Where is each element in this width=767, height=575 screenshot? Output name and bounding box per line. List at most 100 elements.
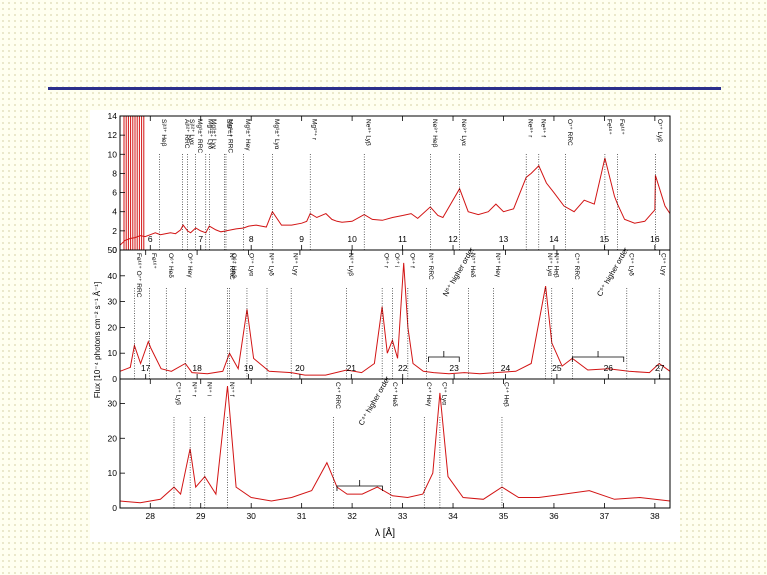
y-tick-label: 8 — [112, 168, 117, 178]
x-tick-label: 17 — [141, 363, 151, 373]
x-tick-label: 31 — [297, 511, 307, 521]
x-tick-label: 6 — [148, 234, 153, 244]
line-label: Ne⁹⁺ Lyβ — [365, 119, 372, 146]
x-tick-label: 30 — [246, 511, 256, 521]
x-tick-label: 32 — [347, 511, 357, 521]
x-tick-label: 24 — [501, 363, 511, 373]
x-tick-label: 36 — [549, 511, 559, 521]
x-tick-label: 11 — [398, 234, 407, 244]
higher-order-bracket — [428, 356, 460, 362]
line-label: N⁵⁺ Heδ — [469, 253, 476, 278]
line-label: Ne⁹⁺ Lyα — [460, 119, 467, 146]
line-label: N⁶⁺ Lyδ — [268, 253, 275, 276]
y-tick-label: 20 — [108, 433, 118, 443]
line-label: Ne⁸⁺ Heβ — [431, 119, 438, 148]
line-label: O⁷⁺ Lyβ — [656, 119, 663, 142]
panel-frame — [119, 378, 671, 509]
line-label: Fe¹⁶⁺ O⁷⁺ RRC — [135, 253, 142, 298]
line-label: Al¹²⁺ RRC — [183, 119, 190, 149]
x-tick-label: 25 — [552, 363, 562, 373]
line-label: C⁴⁺ Heβ — [502, 382, 509, 407]
y-tick-label: 10 — [108, 348, 118, 358]
x-tick-label: 34 — [448, 511, 458, 521]
line-label: C⁴⁺ Heδ — [391, 382, 398, 407]
line-label: N⁵⁺ f — [228, 382, 235, 397]
x-tick-label: 13 — [499, 234, 509, 244]
x-tick-label: 38 — [650, 511, 660, 521]
spectrum-line — [119, 157, 671, 246]
y-tick-label: 30 — [108, 297, 118, 307]
line-label: C⁵⁺ Lyβ — [174, 382, 181, 405]
y-tick-label: 12 — [108, 130, 118, 140]
line-label: C⁵⁺ Lyγ — [660, 253, 667, 276]
x-tick-label: 29 — [196, 511, 206, 521]
higher-order-bracket — [571, 356, 625, 362]
line-label: N⁵⁺ r — [191, 382, 198, 398]
y-tick-label: 0 — [112, 245, 117, 255]
x-axis-label: λ [Å] — [375, 526, 395, 539]
x-tick-label: 12 — [448, 234, 458, 244]
x-tick-label: 19 — [244, 363, 254, 373]
line-label: O⁷⁺ Lyα — [247, 253, 254, 276]
y-tick-label: 40 — [108, 271, 118, 281]
line-label: O⁶⁺ r — [383, 253, 390, 269]
line-label: N⁵⁺ Heβ — [552, 253, 559, 278]
line-label: O⁶⁺ Heδ — [167, 253, 174, 278]
line-label: O⁷⁺ RRC — [566, 119, 573, 146]
line-label: N⁵⁺ Heγ — [494, 253, 501, 278]
x-tick-label: 18 — [192, 363, 202, 373]
line-label: O⁶⁺ f — [408, 253, 415, 268]
line-label: Fe¹⁶⁺ — [150, 253, 157, 269]
x-tick-label: 35 — [499, 511, 509, 521]
line-label: Mg¹±⁺ Lyδ — [206, 119, 213, 150]
panel-2: Fe¹⁶⁺ O⁷⁺ RRC Fe¹⁶⁺ O⁶⁺ Heδ O⁶⁺ Heγ N⁶⁺ RRCO… — [108, 245, 671, 384]
line-label: Mg¹±⁺ Lyγ — [210, 119, 217, 150]
bracket-label: C⁵⁺ higher order — [595, 245, 631, 298]
x-tick-label: 28 — [146, 511, 156, 521]
line-label: N⁶⁺ Lyγ — [292, 253, 299, 276]
spectrum-line — [119, 262, 671, 376]
spectrum-chart: Flux [10⁻⁴ photons cm⁻² s⁻¹ Å⁻¹] λ [Å] S… — [93, 111, 671, 539]
x-tick-label: 15 — [600, 234, 610, 244]
line-label: Mg¹°⁺ r — [311, 119, 319, 141]
y-tick-label: 6 — [112, 188, 117, 198]
line-label: C⁵⁺ Lyδ — [627, 253, 634, 276]
x-tick-label: 23 — [449, 363, 459, 373]
line-label: C⁴⁺ RRC — [334, 382, 341, 409]
panel-3: C⁵⁺ Lyβ N⁵⁺ r N⁵⁺ i N⁵⁺ f C⁴⁺ RRC C⁴⁺ Heδ C⁴⁺ … — [108, 374, 671, 521]
line-label: O⁶⁺ Heβ — [230, 253, 237, 278]
line-label: Fe¹⁶⁺ — [618, 119, 625, 135]
x-tick-label: 33 — [398, 511, 408, 521]
panel-frame — [119, 249, 671, 380]
line-label: Mg¹±⁺ Lyα — [273, 119, 280, 150]
line-label: Mg¹±⁺ Heγ — [244, 119, 251, 151]
y-tick-label: 50 — [108, 245, 118, 255]
line-label: Ne⁸⁺ f — [539, 119, 546, 137]
line-label: Si¹²⁺ Lyα — [188, 119, 195, 145]
x-tick-label: 27 — [655, 363, 665, 373]
line-label: C⁴⁺ Heγ — [425, 382, 432, 407]
spectrum-line — [119, 385, 671, 504]
x-tick-label: 16 — [650, 234, 660, 244]
y-tick-label: 20 — [108, 322, 118, 332]
line-label: C⁵⁺ RRC — [573, 253, 580, 280]
y-tick-label: 14 — [108, 111, 118, 121]
y-tick-label: 30 — [108, 398, 118, 408]
x-tick-label: 26 — [604, 363, 614, 373]
x-tick-label: 10 — [347, 234, 357, 244]
y-tick-label: 0 — [112, 503, 117, 513]
title-rule — [48, 87, 721, 90]
line-label: O⁶⁺ i — [393, 253, 400, 267]
spectrum-figure: Flux [10⁻⁴ photons cm⁻² s⁻¹ Å⁻¹] λ [Å] S… — [90, 110, 680, 542]
line-label: N⁶⁺ Lyα — [546, 253, 553, 276]
bracket-label: C⁴⁺ higher order — [357, 374, 393, 427]
line-label: N⁶⁺ RRC — [228, 253, 235, 280]
y-tick-label: 4 — [112, 207, 117, 217]
x-tick-label: 8 — [249, 234, 254, 244]
line-label: Mg¹±⁺ RRC — [196, 119, 203, 153]
x-tick-label: 37 — [600, 511, 610, 521]
line-label: Si¹²⁺ f — [225, 119, 232, 136]
x-tick-label: 20 — [295, 363, 305, 373]
line-label: Mg¹±⁺ RRC — [226, 119, 233, 153]
